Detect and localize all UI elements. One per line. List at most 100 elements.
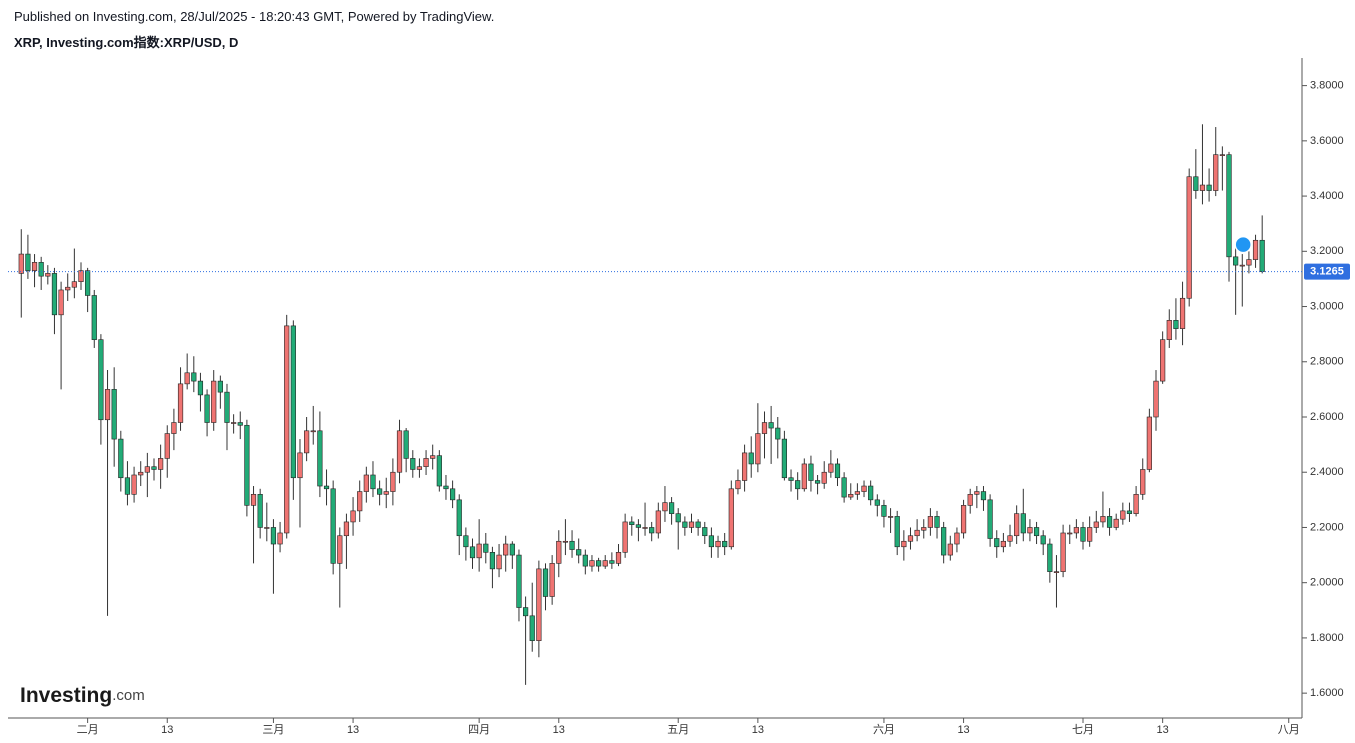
- candle-body: [310, 430, 316, 433]
- candle-body: [1080, 527, 1086, 542]
- candle-body: [98, 339, 104, 421]
- candle-body: [549, 563, 555, 597]
- candle-body: [741, 452, 748, 481]
- candle-body: [1087, 527, 1093, 542]
- candle-body: [25, 253, 31, 271]
- candle-body: [901, 540, 907, 548]
- candle-body: [1233, 256, 1239, 266]
- candle-body: [1219, 154, 1225, 156]
- candle-body: [277, 532, 283, 545]
- candle-body: [403, 430, 409, 459]
- candle-body: [118, 438, 124, 479]
- candle-body: [516, 554, 522, 608]
- candle-body: [297, 452, 303, 479]
- candle-body: [629, 521, 635, 525]
- candle-body: [78, 270, 84, 282]
- candle-body: [980, 491, 987, 501]
- candle-body: [343, 521, 350, 537]
- candle-body: [708, 535, 715, 548]
- candle-body: [1027, 527, 1033, 534]
- candle-body: [668, 502, 675, 514]
- candle-body: [735, 480, 741, 490]
- candle-body: [1199, 184, 1206, 191]
- candle-body: [1140, 469, 1146, 495]
- candle-body: [622, 521, 628, 553]
- candle-body: [264, 527, 270, 529]
- candle-body: [941, 527, 947, 556]
- candle-body: [682, 521, 688, 528]
- candle-body: [828, 463, 834, 473]
- candle-body: [1007, 535, 1013, 542]
- candle-body: [489, 552, 496, 570]
- candle-body: [1020, 513, 1026, 534]
- symbol-line: XRP, Investing.com指数:XRP/USD, D: [14, 35, 239, 50]
- x-tick-label: 七月: [1072, 723, 1094, 736]
- x-tick-label: 13: [1157, 724, 1169, 736]
- candle-body: [1060, 532, 1066, 572]
- candle-body: [144, 466, 150, 473]
- candle-body: [476, 543, 482, 559]
- candle-body: [231, 422, 237, 424]
- candle-body: [1126, 510, 1133, 514]
- candle-body: [443, 485, 449, 490]
- candle-body: [675, 513, 681, 523]
- candle-body: [323, 485, 330, 490]
- y-tick-label: 3.2000: [1310, 245, 1344, 257]
- candle-body: [801, 463, 807, 490]
- candle-body: [1226, 154, 1232, 258]
- y-tick-label: 3.6000: [1310, 135, 1344, 147]
- candle-body: [569, 540, 575, 550]
- candle-body: [184, 372, 190, 385]
- candle-body: [967, 494, 973, 506]
- candle-body: [542, 568, 549, 597]
- price-label-box: [1304, 263, 1350, 280]
- candle-body: [695, 521, 701, 528]
- y-tick-label: 1.8000: [1310, 632, 1344, 644]
- candle-body: [522, 607, 529, 617]
- candle-body: [854, 491, 860, 495]
- candle-body: [204, 394, 210, 423]
- candle-body: [1179, 297, 1186, 329]
- candle-body: [974, 491, 980, 495]
- price-label: 3.1265: [1310, 266, 1344, 278]
- candle-body: [211, 380, 217, 423]
- candle-body: [589, 560, 595, 567]
- x-tick-label: 13: [347, 724, 359, 736]
- candle-body: [1053, 571, 1060, 573]
- logo: Investing.com: [20, 684, 145, 707]
- candle-body: [887, 516, 894, 518]
- candle-body: [655, 510, 661, 534]
- candle-body: [191, 372, 197, 382]
- candle-body: [111, 389, 117, 440]
- x-tick-label: 13: [957, 724, 969, 736]
- y-tick-label: 2.2000: [1310, 521, 1344, 533]
- candle-body: [1146, 416, 1152, 470]
- candle-body: [921, 527, 927, 531]
- candle-body: [615, 552, 622, 564]
- candle-body: [31, 262, 38, 271]
- x-tick-label: 13: [553, 724, 565, 736]
- candle-body: [138, 471, 144, 476]
- candle-body: [65, 286, 71, 291]
- candle-body: [1153, 380, 1159, 418]
- candle-body: [934, 516, 940, 528]
- candle-body: [881, 505, 887, 517]
- candle-body: [496, 554, 502, 570]
- candle-body: [748, 452, 754, 465]
- candle-body: [85, 270, 91, 296]
- candle-body: [410, 458, 416, 470]
- candle-body: [284, 325, 290, 534]
- candle-body: [430, 455, 436, 459]
- y-tick-label: 3.8000: [1310, 80, 1344, 92]
- candle-body: [104, 389, 111, 421]
- candle-body: [834, 463, 841, 479]
- candle-body: [649, 527, 655, 534]
- x-tick-label: 三月: [262, 724, 284, 736]
- x-tick-label: 13: [752, 724, 764, 736]
- candle-body: [363, 474, 369, 492]
- candle-body: [576, 549, 582, 556]
- candle-body: [171, 422, 177, 434]
- candle-body: [1040, 535, 1046, 545]
- published-line: Published on Investing.com, 28/Jul/2025 …: [14, 9, 495, 24]
- candle-body: [416, 466, 423, 470]
